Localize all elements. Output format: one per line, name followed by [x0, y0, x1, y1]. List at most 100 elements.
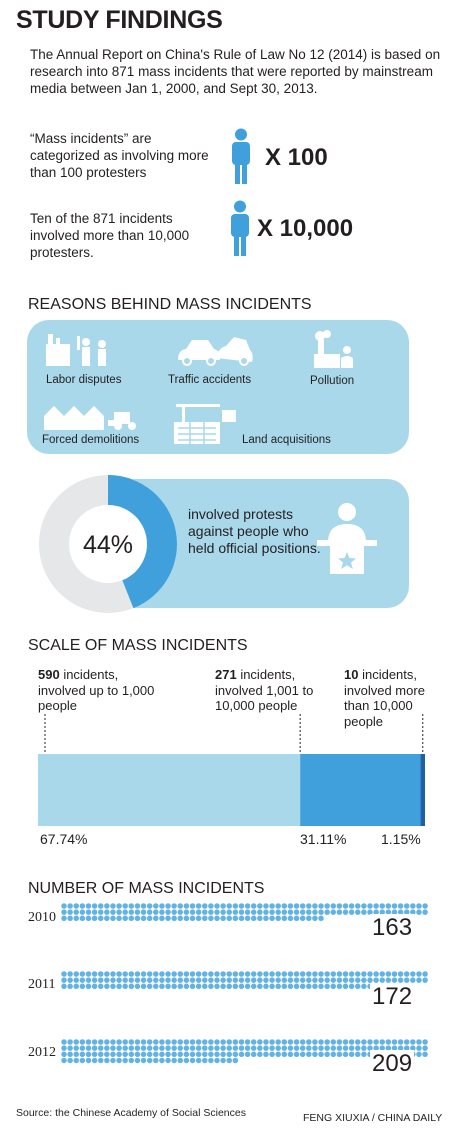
incident-dot-2011: [73, 971, 79, 977]
incident-dot-2012: [128, 1039, 135, 1045]
incident-dot-2011: [361, 983, 367, 990]
incident-dot-2012: [385, 1039, 392, 1045]
incident-dot-2010: [330, 903, 337, 909]
incident-dot-2010: [116, 915, 122, 922]
incident-dot-2010: [250, 903, 257, 909]
incident-dot-2011: [153, 977, 159, 983]
incident-dot-2012: [159, 1039, 165, 1045]
incident-dot-2011: [171, 971, 177, 977]
incident-dot-2012: [61, 1057, 67, 1064]
incident-dot-2012: [348, 1045, 355, 1051]
value-label-2011: 172: [370, 983, 415, 1011]
star-icon: [338, 552, 356, 569]
incident-dot-2012: [91, 1057, 98, 1064]
incident-dot-2010: [275, 915, 281, 922]
incident-dot-2012: [293, 1045, 300, 1051]
incident-dot-2012: [165, 1057, 171, 1064]
incident-dot-2012: [140, 1051, 147, 1058]
incident-dot-2011: [61, 977, 67, 983]
incident-dot-2010: [165, 915, 171, 922]
person-icon: [231, 200, 249, 256]
incident-dot-2010: [73, 915, 79, 922]
incident-dot-2010: [232, 903, 239, 909]
incident-dot-2010: [257, 909, 263, 915]
incident-dot-2012: [263, 1039, 269, 1045]
incident-dot-2010: [61, 903, 67, 909]
incident-dot-2010: [189, 915, 196, 922]
incident-dot-2012: [232, 1045, 239, 1051]
reason-label-demolitions: Forced demolitions: [42, 434, 140, 446]
scale-label-group-2: 271 incidents, involved 1,001 to 10,000 …: [215, 667, 335, 714]
incident-dot-2012: [91, 1045, 98, 1051]
incident-dot-2011: [263, 977, 269, 983]
incident-dot-2011: [275, 971, 281, 977]
multiplier-100: X 100: [265, 144, 328, 171]
incident-dot-2011: [293, 977, 300, 983]
incident-dot-2011: [330, 977, 337, 983]
incident-dot-2011: [67, 977, 73, 983]
incident-dot-2012: [165, 1051, 171, 1058]
incident-dot-2011: [202, 983, 208, 990]
incident-dot-2010: [67, 903, 73, 909]
incident-dot-2011: [220, 971, 226, 977]
incident-dot-2011: [238, 977, 245, 983]
incident-dot-2012: [403, 1045, 410, 1051]
scale-count-3: 10: [344, 667, 359, 682]
incident-dot-2012: [153, 1057, 159, 1064]
incident-dot-2012: [257, 1039, 263, 1045]
incident-dot-2012: [312, 1045, 318, 1051]
incident-dot-2011: [391, 971, 398, 977]
incident-dot-2011: [416, 977, 422, 983]
incident-dot-2012: [146, 1057, 153, 1064]
incident-dot-2011: [110, 977, 116, 983]
incident-dot-2011: [153, 983, 159, 990]
incident-dot-2011: [128, 983, 135, 990]
incident-dot-2011: [104, 971, 110, 977]
incident-dot-2010: [385, 909, 392, 915]
incident-dot-2010: [134, 903, 141, 909]
number-heading: NUMBER OF MASS INCIDENTS: [28, 880, 265, 897]
incident-dot-2011: [122, 977, 128, 983]
incident-dot-2012: [397, 1045, 404, 1051]
incident-dot-2011: [67, 971, 73, 977]
incident-dot-2012: [91, 1051, 98, 1058]
reason-label-traffic: Traffic accidents: [168, 374, 252, 386]
incident-dot-2010: [367, 903, 373, 909]
incident-dot-2010: [195, 915, 202, 922]
incident-dot-2010: [397, 903, 404, 909]
incident-dot-2011: [79, 977, 86, 983]
incident-dot-2012: [275, 1045, 281, 1051]
incident-dot-2010: [104, 909, 110, 915]
incident-dot-2012: [134, 1051, 141, 1058]
incident-dot-2011: [79, 971, 86, 977]
incident-dot-2012: [416, 1051, 422, 1058]
incident-dot-2012: [177, 1039, 184, 1045]
incident-dot-2011: [318, 977, 324, 983]
incident-dot-2010: [67, 915, 73, 922]
incident-dot-2011: [61, 971, 67, 977]
incident-dot-2012: [189, 1045, 196, 1051]
incident-dot-2010: [416, 909, 422, 915]
incident-dot-2012: [257, 1045, 263, 1051]
incident-dot-2011: [416, 971, 422, 977]
incident-dot-2012: [379, 1039, 385, 1045]
incident-dot-2012: [189, 1039, 196, 1045]
incident-dot-2010: [263, 915, 269, 922]
incident-dot-2011: [226, 977, 232, 983]
incident-dot-2011: [391, 977, 398, 983]
incident-dot-2010: [410, 903, 416, 909]
dot-matrix-chart: [61, 903, 428, 1064]
incident-dot-2011: [91, 971, 98, 977]
incident-dot-2012: [226, 1051, 232, 1058]
incident-dot-2011: [306, 983, 312, 990]
incident-dot-2011: [165, 971, 171, 977]
incident-dot-2010: [422, 909, 428, 915]
incident-dot-2011: [110, 983, 116, 990]
incident-dot-2012: [367, 1039, 373, 1045]
incident-dot-2011: [116, 971, 122, 977]
incident-dot-2012: [128, 1057, 135, 1064]
incident-dot-2010: [330, 909, 337, 915]
year-label-2012: 2012: [28, 1045, 56, 1060]
incident-dot-2012: [275, 1051, 281, 1058]
donut-percent-label: 44%: [83, 531, 133, 559]
